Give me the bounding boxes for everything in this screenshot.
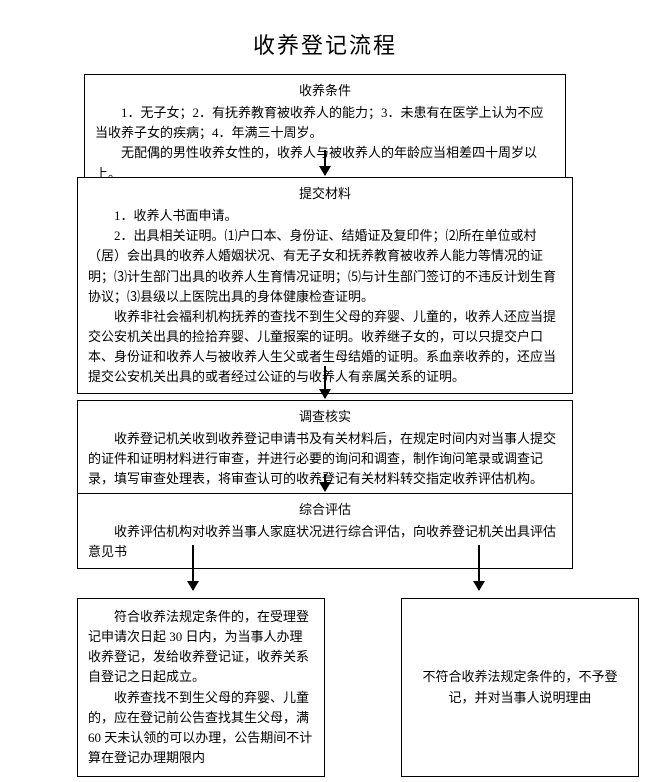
node-materials-title: 提交材料: [88, 184, 562, 204]
node-conditions-line1: 1．无子女；2．有抚养教育被收养人的能力；3．未患有在医学上认为不应当收养子女的…: [95, 103, 555, 143]
node-evaluate-line1: 收养评估机构对收养当事人家庭状况进行综合评估，向收养登记机关出具评估意见书: [88, 522, 562, 562]
node-conditions-title: 收养条件: [95, 81, 555, 101]
node-evaluate: 综合评估 收养评估机构对收养当事人家庭状况进行综合评估，向收养登记机关出具评估意…: [77, 493, 573, 569]
node-materials-line1: 1．收养人书面申请。: [88, 206, 562, 226]
node-approve: 符合收养法规定条件的，在受理登记申请次日起 30 日内，为当事人办理收养登记，发…: [77, 598, 325, 777]
node-approve-line1: 符合收养法规定条件的，在受理登记申请次日起 30 日内，为当事人办理收养登记，发…: [88, 607, 314, 688]
bottom-row: 符合收养法规定条件的，在受理登记申请次日起 30 日内，为当事人办理收养登记，发…: [77, 598, 639, 777]
node-reject-line1: 不符合收养法规定条件的，不予登记，并对当事人说明理由: [412, 667, 628, 707]
node-materials-line2: 2．出具相关证明。⑴户口本、身份证、结婚证及复印件；⑵所在单位或村（居）会出具的…: [88, 226, 562, 307]
node-reject: 不符合收养法规定条件的，不予登记，并对当事人说明理由: [401, 598, 639, 777]
node-evaluate-title: 综合评估: [88, 500, 562, 520]
arrow-3: [324, 474, 326, 491]
page-title: 收养登记流程: [0, 0, 650, 78]
arrow-4: [192, 545, 194, 590]
node-verify-title: 调查核实: [88, 407, 562, 427]
arrow-5: [478, 545, 480, 590]
node-approve-line2: 收养查找不到生父母的弃婴、儿童的，应在登记前公告查找其生父母，满 60 天未认领…: [88, 688, 314, 769]
arrow-1: [324, 150, 326, 175]
node-materials: 提交材料 1．收养人书面申请。 2．出具相关证明。⑴户口本、身份证、结婚证及复印…: [77, 177, 573, 394]
arrow-2: [324, 366, 326, 398]
